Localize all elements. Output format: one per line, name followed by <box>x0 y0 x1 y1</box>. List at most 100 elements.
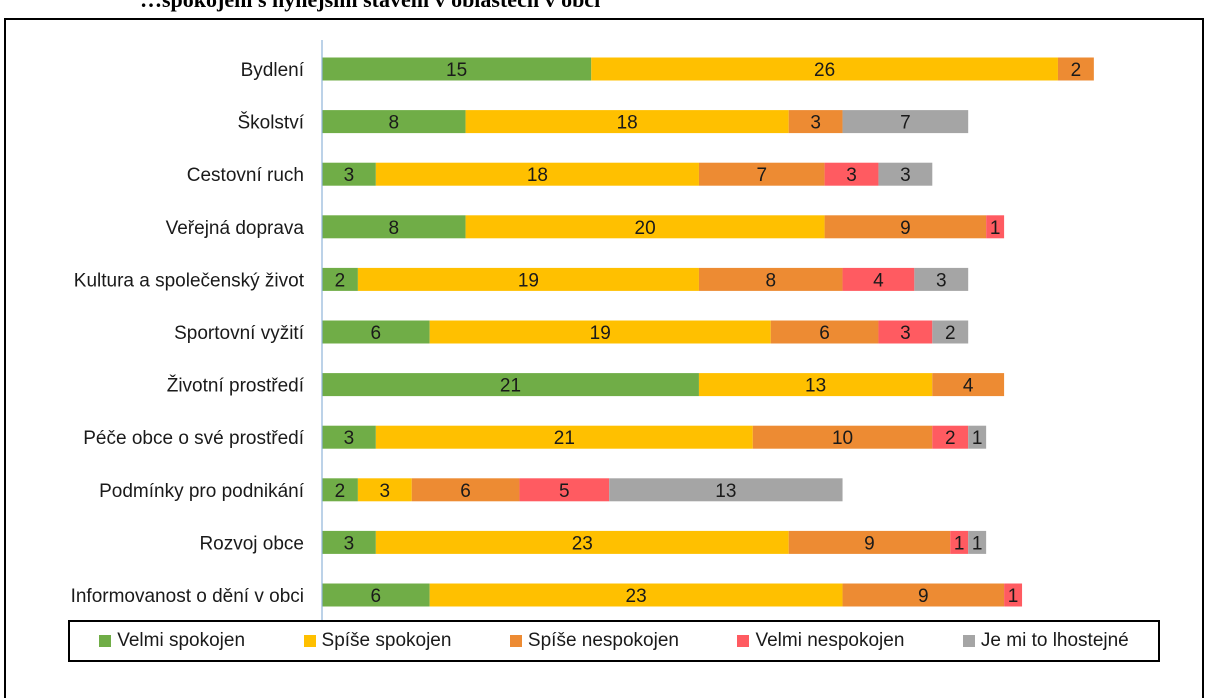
data-label: 21 <box>554 428 575 449</box>
bar-segment <box>842 583 1005 607</box>
legend-item: Velmi nespokojen <box>737 630 904 652</box>
legend-label: Velmi spokojen <box>117 630 246 651</box>
data-label: 6 <box>371 323 382 344</box>
data-label: 8 <box>765 270 776 291</box>
data-label: 1 <box>990 218 1001 239</box>
data-label: 3 <box>846 165 857 186</box>
bar-segment <box>1004 583 1023 607</box>
bar-segment <box>322 215 466 239</box>
category-label: Péče obce o své prostředí <box>83 428 304 449</box>
category-label: Informovanost o dění v obci <box>71 586 304 607</box>
bar-segment <box>932 320 969 344</box>
bar-segment <box>375 425 753 449</box>
data-label: 8 <box>389 218 400 239</box>
bar-segment <box>788 110 843 134</box>
legend-swatch <box>303 635 316 647</box>
category-label: Kultura a společenský život <box>74 270 305 291</box>
data-label: 3 <box>900 165 911 186</box>
bar-segment <box>698 162 825 186</box>
legend-label: Velmi nespokojen <box>755 630 905 651</box>
category-label: Podmínky pro podnikání <box>99 481 305 502</box>
data-label: 2 <box>335 481 346 502</box>
bar-segment <box>932 373 1005 397</box>
data-label: 9 <box>900 218 911 239</box>
bar-segment <box>842 267 915 291</box>
bar-segment <box>429 320 771 344</box>
chart-frame <box>4 18 1204 698</box>
bar-segment <box>752 425 933 449</box>
data-label: 2 <box>945 323 956 344</box>
legend-swatch <box>737 635 750 647</box>
data-label: 9 <box>864 533 875 554</box>
data-label: 9 <box>918 586 929 607</box>
bar-segment <box>322 583 430 607</box>
bar-segment <box>698 267 843 291</box>
bar-segment <box>357 267 699 291</box>
bar-segment <box>519 478 610 502</box>
data-label: 20 <box>635 218 656 239</box>
bar-segment <box>950 530 969 554</box>
bar-segment <box>1057 57 1094 81</box>
bar-segment <box>968 425 987 449</box>
data-label: 3 <box>936 270 947 291</box>
data-label: 19 <box>518 270 539 291</box>
bar-segment <box>591 57 1058 81</box>
data-label: 6 <box>371 586 382 607</box>
legend-item: Spíše nespokojen <box>509 630 679 652</box>
stacked-bar-chart: 15 26 28 18 3 73 18 7 3 38 20 9 12 19 8 4 36 19 6 3 221 13 43 2… <box>71 40 1094 620</box>
bar-segment <box>698 373 933 397</box>
bars-layer: 15 26 28 18 3 73 18 7 3 38 20 9 12 19 8 4 36 19 6 3 221 13 43 2… <box>322 57 1094 607</box>
data-label: 23 <box>626 586 647 607</box>
data-label: 1 <box>972 428 983 449</box>
data-label: 2 <box>335 270 346 291</box>
data-label: 1 <box>954 533 965 554</box>
legend-item: Je mi to lhostejné <box>962 630 1129 652</box>
legend-label: Je mi to lhostejné <box>980 630 1129 651</box>
data-label: 1 <box>972 533 983 554</box>
data-label: 3 <box>380 481 391 502</box>
category-label: Rozvoj obce <box>199 533 304 554</box>
data-label: 3 <box>344 165 355 186</box>
bar-segment <box>322 110 466 134</box>
bar-segment <box>878 162 933 186</box>
legend-swatch <box>962 635 975 647</box>
bar-segment <box>322 162 376 186</box>
bar-segment <box>914 267 969 291</box>
data-label: 3 <box>344 428 355 449</box>
bar-segment <box>465 215 825 239</box>
bar-segment <box>375 530 789 554</box>
bar-segment <box>842 110 969 134</box>
data-label: 19 <box>590 323 611 344</box>
data-label: 3 <box>810 113 821 134</box>
bar-segment <box>322 373 699 397</box>
bar-segment <box>411 478 520 502</box>
bar-segment <box>322 267 358 291</box>
chart-legend: Velmi spokojen Spíše spokojen Spíše nespok… <box>68 620 1160 662</box>
legend-item: Spíše spokojen <box>303 630 452 652</box>
legend-label: Spíše spokojen <box>321 630 452 651</box>
category-label: Životní prostředí <box>167 375 305 397</box>
bar-segment <box>824 162 879 186</box>
data-label: 13 <box>805 376 826 397</box>
bar-segment <box>968 530 987 554</box>
data-label: 2 <box>1071 60 1082 81</box>
data-label: 18 <box>617 113 638 134</box>
category-label: Školství <box>237 112 304 134</box>
bar-segment <box>322 478 358 502</box>
bar-segment <box>322 530 376 554</box>
data-label: 3 <box>344 533 355 554</box>
category-label: Veřejná doprava <box>166 218 305 239</box>
bar-segment <box>429 583 843 607</box>
data-label: 4 <box>963 376 974 397</box>
bar-segment <box>609 478 843 502</box>
legend-swatch <box>99 635 112 647</box>
data-label: 13 <box>715 481 736 502</box>
bar-segment <box>824 215 987 239</box>
legend-item: Velmi spokojen <box>99 630 245 652</box>
category-label: Cestovní ruch <box>187 165 304 186</box>
data-label: 1 <box>1008 586 1019 607</box>
bar-segment <box>322 320 430 344</box>
chart-title: …spokojeni s nynějším stavem v oblastech… <box>140 0 600 13</box>
data-label: 10 <box>832 428 853 449</box>
data-label: 15 <box>446 60 467 81</box>
